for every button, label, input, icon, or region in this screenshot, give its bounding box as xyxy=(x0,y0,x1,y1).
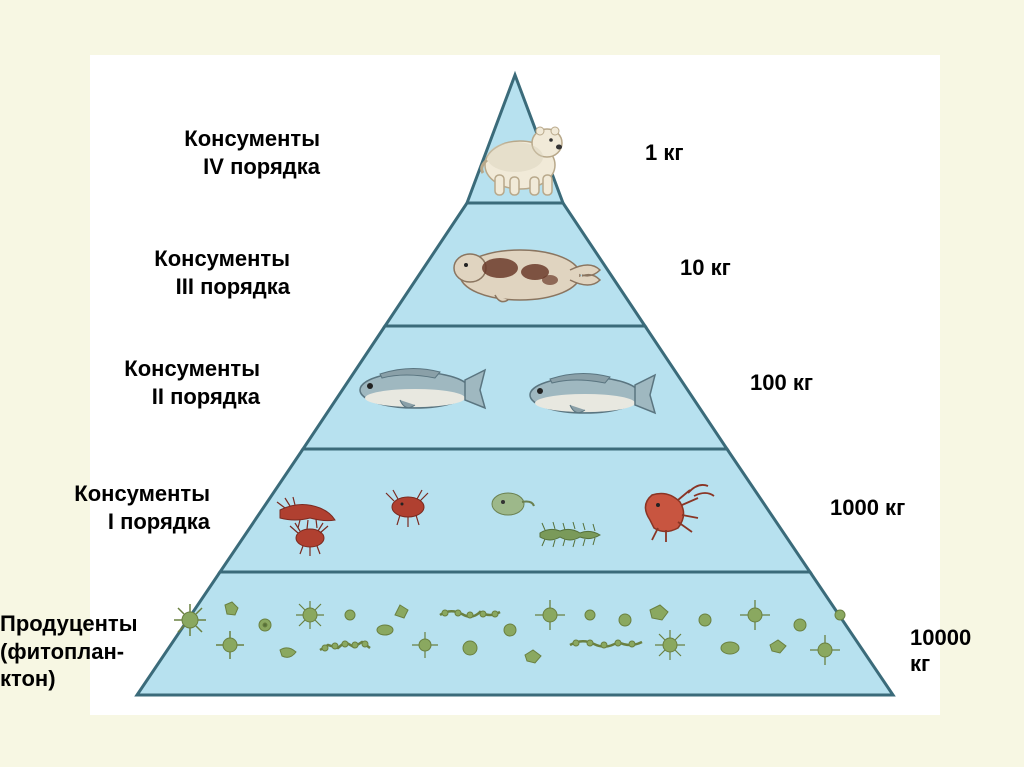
level-label-left-5: Продуценты (фитоплан- ктон) xyxy=(0,610,160,693)
level-label-left-2: Консументы III порядка xyxy=(130,245,290,300)
label-text: Консументы xyxy=(154,246,290,271)
label-text: Консументы xyxy=(74,481,210,506)
label-text: I порядка xyxy=(108,509,210,534)
label-text: III порядка xyxy=(176,274,290,299)
level-label-left-3: Консументы II порядка xyxy=(100,355,260,410)
label-text: (фитоплан- xyxy=(0,639,124,664)
label-text: ктон) xyxy=(0,666,56,691)
label-text: II порядка xyxy=(152,384,260,409)
level-label-right-2: 10 кг xyxy=(680,255,731,281)
level-label-left-4: Консументы I порядка xyxy=(50,480,210,535)
level-label-left-1: Консументы IV порядка xyxy=(160,125,320,180)
label-text: Консументы xyxy=(124,356,260,381)
level-label-right-5: 10000 кг xyxy=(910,625,971,677)
label-text: IV порядка xyxy=(203,154,320,179)
label-text: Консументы xyxy=(184,126,320,151)
label-text: Продуценты xyxy=(0,611,137,636)
diagram-panel: Консументы IV порядка Консументы III пор… xyxy=(90,55,940,715)
level-label-right-4: 1000 кг xyxy=(830,495,905,521)
level-label-right-3: 100 кг xyxy=(750,370,813,396)
level-label-right-1: 1 кг xyxy=(645,140,684,166)
